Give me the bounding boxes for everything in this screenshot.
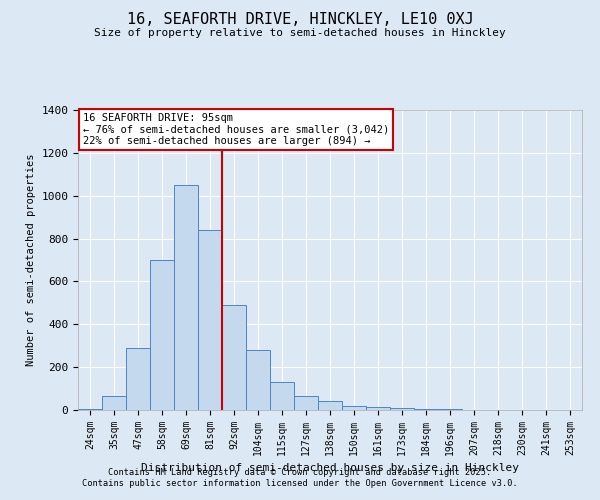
Bar bbox=[102, 396, 126, 410]
Bar bbox=[126, 348, 150, 410]
Text: 16, SEAFORTH DRIVE, HINCKLEY, LE10 0XJ: 16, SEAFORTH DRIVE, HINCKLEY, LE10 0XJ bbox=[127, 12, 473, 28]
Y-axis label: Number of semi-detached properties: Number of semi-detached properties bbox=[26, 154, 36, 366]
Bar bbox=[174, 185, 198, 410]
Text: Size of property relative to semi-detached houses in Hinckley: Size of property relative to semi-detach… bbox=[94, 28, 506, 38]
Bar bbox=[366, 408, 390, 410]
Text: 16 SEAFORTH DRIVE: 95sqm
← 76% of semi-detached houses are smaller (3,042)
22% o: 16 SEAFORTH DRIVE: 95sqm ← 76% of semi-d… bbox=[83, 113, 389, 146]
Bar bbox=[390, 408, 414, 410]
Bar bbox=[294, 396, 318, 410]
Text: Contains HM Land Registry data © Crown copyright and database right 2025.
Contai: Contains HM Land Registry data © Crown c… bbox=[82, 468, 518, 487]
Bar bbox=[198, 230, 222, 410]
Bar bbox=[270, 382, 294, 410]
Bar bbox=[414, 409, 438, 410]
Bar bbox=[78, 409, 102, 410]
Bar bbox=[342, 406, 366, 410]
Bar bbox=[318, 402, 342, 410]
Bar bbox=[150, 260, 174, 410]
Bar bbox=[246, 350, 270, 410]
Bar bbox=[222, 305, 246, 410]
X-axis label: Distribution of semi-detached houses by size in Hinckley: Distribution of semi-detached houses by … bbox=[141, 464, 519, 473]
